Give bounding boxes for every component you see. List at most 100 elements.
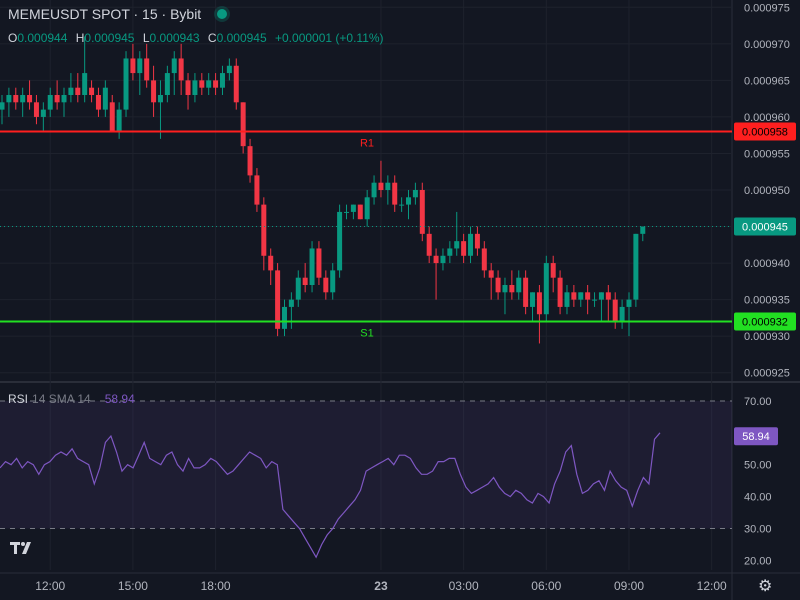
candle-body: [109, 102, 115, 132]
candle-body: [543, 263, 549, 315]
candle-body: [157, 95, 163, 103]
candle-body: [633, 233, 639, 300]
candle-body: [13, 95, 19, 103]
chart-header: MEMEUSDT SPOT · 15 · Bybit: [8, 6, 228, 22]
candle-body: [461, 241, 467, 256]
price-tick-label: 0.000970: [744, 39, 790, 51]
time-tick-label: 09:00: [614, 579, 644, 593]
candle: [550, 255, 556, 293]
candle: [40, 102, 46, 132]
candle-body: [426, 233, 432, 256]
tradingview-logo-icon[interactable]: [10, 540, 38, 560]
candle-body: [385, 182, 391, 190]
candle-body: [130, 58, 136, 74]
gear-icon[interactable]: ⚙: [758, 578, 773, 595]
candle: [633, 233, 639, 307]
time-tick-label: 23: [374, 579, 388, 593]
high-value: 0.000945: [84, 31, 135, 45]
candle: [171, 51, 177, 95]
market-status-icon[interactable]: [217, 9, 228, 19]
candle: [323, 270, 329, 300]
candle-body: [178, 58, 184, 81]
candle-body: [488, 270, 494, 278]
candles: [0, 36, 646, 344]
candle: [261, 197, 267, 271]
rsi-params: 14 SMA 14: [32, 392, 91, 406]
level-price-tag-bg: [734, 122, 796, 141]
candle-body: [433, 255, 439, 264]
candle-body: [137, 58, 143, 74]
candle: [619, 299, 625, 329]
rsi-tick-label: 70.00: [744, 396, 772, 408]
close-label: C: [207, 31, 217, 45]
candle-body: [578, 292, 584, 300]
candle: [330, 263, 336, 300]
candle: [357, 204, 363, 220]
candle: [54, 80, 60, 110]
candle-body: [61, 95, 67, 103]
candle: [502, 277, 508, 315]
candle-body: [226, 65, 232, 74]
candle: [316, 241, 322, 285]
candle: [206, 73, 212, 95]
candle-body: [288, 299, 294, 307]
candle: [247, 138, 253, 183]
candle: [185, 73, 191, 110]
level-price-tag: 0.000932: [742, 317, 788, 329]
price-tick-label: 0.000965: [744, 75, 790, 87]
candle-body: [640, 226, 646, 234]
rsi-legend[interactable]: RSI 14 SMA 14 58.94: [8, 392, 135, 406]
last-price-tag: 0.000945: [742, 222, 788, 234]
candle: [412, 182, 418, 205]
candle-body: [536, 292, 542, 315]
candle-body: [185, 80, 191, 95]
candle-body: [516, 277, 522, 293]
time-tick-label: 12:00: [35, 579, 65, 593]
candle-body: [371, 182, 377, 198]
support-resistance-levels: R1 S1: [0, 130, 732, 340]
candle: [268, 248, 274, 285]
candle: [557, 270, 563, 315]
candle-body: [316, 248, 322, 278]
candle-body: [592, 299, 598, 301]
candle: [337, 204, 343, 278]
candle: [137, 51, 143, 95]
price-axis[interactable]: 0.000975 0.000970 0.000965 0.000960 0.000955…: [734, 2, 796, 567]
candle: [164, 65, 170, 103]
candle: [27, 80, 33, 110]
candle-body: [495, 277, 501, 293]
candle-body: [268, 255, 274, 271]
candle: [130, 43, 136, 81]
candle: [447, 241, 453, 264]
candle-body: [261, 204, 267, 256]
candle: [543, 255, 549, 322]
candle: [399, 197, 405, 212]
candle: [254, 168, 260, 212]
candle: [275, 263, 281, 337]
candle-body: [523, 277, 529, 307]
candle: [199, 73, 205, 95]
candle: [426, 226, 432, 264]
candle-body: [0, 102, 5, 110]
low-label: L: [142, 31, 150, 45]
candle-body: [199, 80, 205, 88]
candle-body: [219, 73, 225, 88]
time-tick-label: 06:00: [531, 579, 561, 593]
change-value: +0.000001 (+0.11%): [275, 31, 384, 45]
rsi-line: [0, 432, 661, 559]
candle-body: [357, 204, 363, 220]
price-tick-label: 0.000960: [744, 112, 790, 124]
candle: [178, 43, 184, 95]
time-axis[interactable]: 12:00 15:00 18:00 23 03:00 06:00 09:00 12:00: [35, 579, 727, 593]
candle: [233, 58, 239, 110]
candle: [89, 80, 95, 103]
candle-body: [481, 248, 487, 271]
candle-body: [302, 277, 308, 285]
candle: [364, 190, 370, 227]
symbol-title[interactable]: MEMEUSDT SPOT · 15 · Bybit: [8, 6, 202, 22]
price-tick-label: 0.000950: [744, 185, 790, 197]
candle: [295, 270, 301, 307]
candle: [461, 233, 467, 264]
candle: [536, 285, 542, 344]
